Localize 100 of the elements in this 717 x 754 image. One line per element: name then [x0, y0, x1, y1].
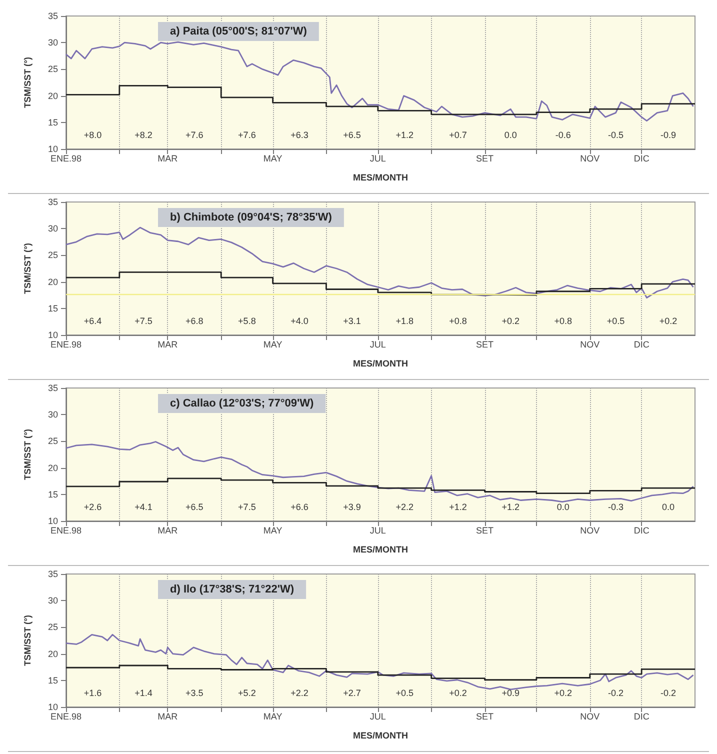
x-tick-label: MAR [158, 340, 178, 350]
annotation: +8.0 [84, 130, 102, 140]
x-tick-label: DIC [634, 154, 650, 164]
y-tick-label: 15 [48, 489, 58, 500]
annotation: +5.8 [238, 316, 256, 326]
annotation: +7.6 [238, 130, 256, 140]
annotation: +1.6 [84, 688, 102, 698]
annotation: -0.5 [608, 130, 624, 140]
y-tick-label: 25 [48, 250, 58, 260]
text: c) Callao (12°03'S; 77°09'W) [170, 398, 314, 410]
x-tick-label: ENE.98 [50, 712, 82, 722]
text: d) Ilo (17°38'S; 71°22'W) [170, 584, 294, 596]
x-tick-label: ENE.98 [50, 526, 82, 536]
x-tick-label: MAY [263, 526, 282, 536]
annotation: +4.0 [290, 316, 308, 326]
y-tick-label: 20 [48, 462, 58, 473]
y-tick-label: 15 [48, 303, 58, 314]
annotation: +6.5 [343, 130, 361, 140]
annotation: +6.8 [185, 316, 204, 326]
x-tick-label: MAY [263, 712, 282, 722]
y-tick-label: 25 [48, 622, 58, 632]
x-tick-label: MAR [158, 526, 178, 536]
annotation: +1.2 [502, 502, 520, 512]
y-tick-label: 15 [48, 675, 58, 686]
annotation: +7.5 [238, 502, 256, 512]
annotation: +0.5 [606, 316, 625, 326]
y-tick-label: 10 [48, 144, 58, 154]
x-tick-label: SET [476, 154, 494, 164]
annotation: +1.8 [396, 316, 414, 326]
x-tick-label: DIC [634, 340, 650, 350]
y-tick-label: 10 [48, 702, 58, 712]
annotation: 0.0 [556, 502, 570, 512]
x-tick-label: NOV [580, 340, 600, 350]
annotation: +3.9 [343, 502, 361, 512]
y-tick-label: 30 [48, 410, 58, 420]
x-axis-title: MES/MONTH [353, 358, 408, 368]
annotation: +6.3 [290, 130, 308, 140]
x-axis-title: MES/MONTH [353, 544, 408, 554]
line-series [65, 41, 694, 122]
annotation: +2.6 [84, 502, 102, 512]
line-series [65, 226, 694, 298]
text: a) Paita (05°00'S; 81°07'W) [170, 26, 308, 38]
y-tick-label: 25 [48, 64, 58, 74]
annotation: +2.2 [396, 502, 414, 512]
annotation: 0.0 [504, 130, 517, 140]
x-tick-label: MAR [158, 154, 178, 164]
annotation: -0.9 [660, 130, 676, 140]
y-tick-label: 35 [48, 569, 58, 579]
annotation: +1.2 [396, 130, 414, 140]
y-tick-label: 20 [48, 648, 58, 659]
x-tick-label: JUL [370, 340, 386, 350]
annotation: +6.4 [84, 316, 102, 326]
annotation: +0.8 [449, 316, 467, 326]
annotation: +0.2 [554, 688, 572, 698]
x-tick-label: SET [476, 340, 494, 350]
y-tick-label: 10 [48, 516, 58, 526]
annotation: +3.5 [185, 688, 204, 698]
y-tick-label: 35 [48, 383, 58, 393]
annotation: +2.7 [343, 688, 361, 698]
x-tick-label: JUL [370, 526, 386, 536]
y-tick-label: 35 [48, 11, 58, 21]
annotation: +3.1 [343, 316, 361, 326]
y-tick-label: 30 [48, 596, 58, 606]
annotation: +7.6 [185, 130, 204, 140]
x-axis-title: MES/MONTH [353, 730, 408, 740]
x-tick-label: MAY [263, 154, 282, 164]
x-tick-label: MAR [158, 712, 178, 722]
annotation: +6.6 [290, 502, 308, 512]
annotation: -0.6 [555, 130, 571, 140]
x-tick-label: JUL [370, 712, 386, 722]
y-tick-label: 30 [48, 38, 58, 48]
y-tick-label: 30 [48, 224, 58, 234]
annotation: +4.1 [134, 502, 152, 512]
x-tick-label: NOV [580, 712, 600, 722]
annotation: +0.5 [396, 688, 414, 698]
y-tick-label: 20 [48, 276, 58, 287]
y-tick-label: 15 [48, 117, 58, 128]
annotation: +0.7 [449, 130, 467, 140]
annotation: -0.3 [608, 502, 624, 512]
x-tick-label: SET [476, 712, 494, 722]
annotation: +1.2 [449, 502, 467, 512]
annotation: +1.4 [134, 688, 152, 698]
annotation: +0.9 [502, 688, 520, 698]
annotation: +0.2 [659, 316, 678, 326]
x-tick-label: JUL [370, 154, 386, 164]
y-tick-label: 35 [48, 197, 58, 207]
x-tick-label: DIC [634, 712, 650, 722]
annotation: +6.5 [185, 502, 204, 512]
annotation: 0.0 [662, 502, 675, 512]
annotation: -0.2 [660, 688, 676, 698]
line-series [65, 441, 694, 503]
annotation: +8.2 [134, 130, 152, 140]
annotation: +0.8 [554, 316, 572, 326]
y-tick-label: 20 [48, 90, 58, 101]
annotation: +7.5 [134, 316, 152, 326]
annotation: +0.2 [502, 316, 520, 326]
y-axis-title: TSM/SST (°) [22, 242, 32, 294]
annotation: +5.2 [238, 688, 256, 698]
x-tick-label: SET [476, 526, 494, 536]
y-tick-label: 25 [48, 436, 58, 446]
